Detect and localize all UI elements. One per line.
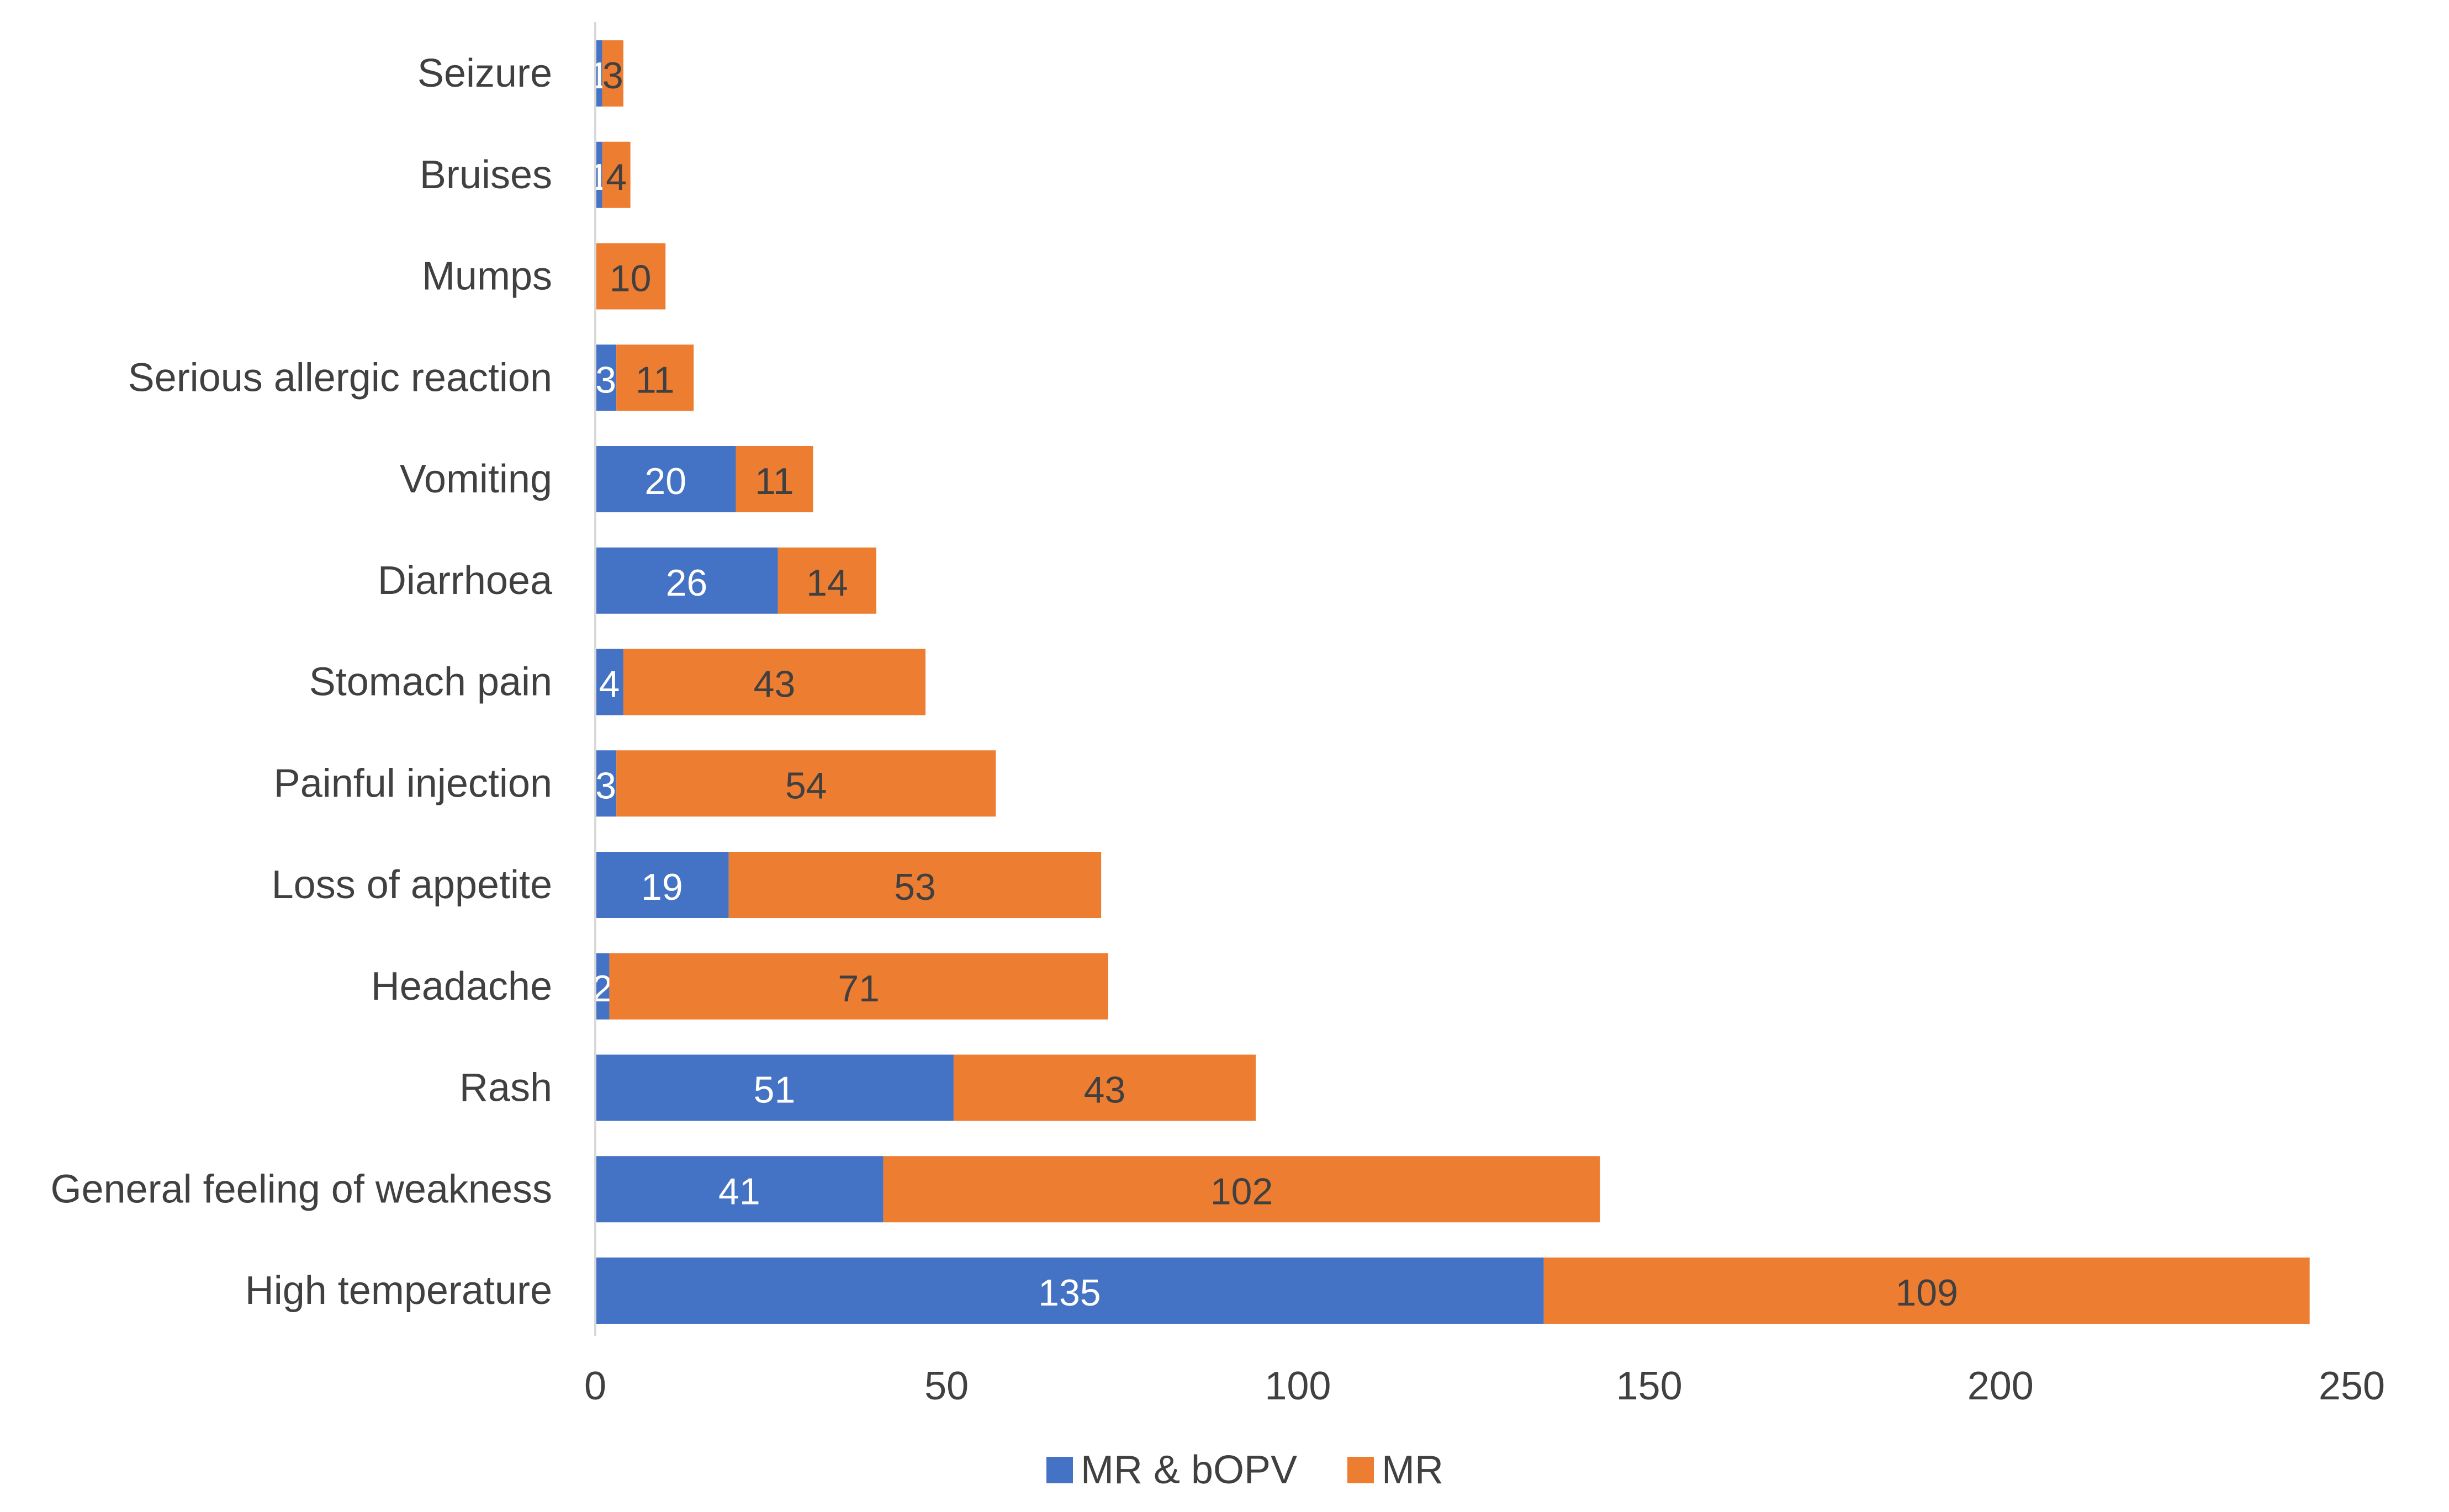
category-label-diarrhoea: Diarrhoea <box>378 559 553 603</box>
data-label-painful-injection-mr-bopv: 3 <box>595 765 616 807</box>
data-label-loss-of-appetite-mr: 53 <box>894 866 936 908</box>
data-label-vomiting-mr-bopv: 20 <box>644 460 686 502</box>
bar-loss-of-appetite-mr <box>728 852 1102 918</box>
category-labels: Seizure Bruises Mumps Serious allergic reac… <box>50 51 552 1313</box>
data-label-serious-allergic-reaction-mr: 11 <box>636 359 675 401</box>
legend: MR & bOPV MR <box>1046 1448 1443 1492</box>
x-tick-label-0: 0 <box>584 1364 606 1408</box>
legend-swatch-mr-bopv <box>1046 1457 1073 1483</box>
bar-high-temperature-mr-bopv <box>595 1258 1544 1324</box>
bar-general-feeling-of-weakness-mr-bopv <box>595 1156 884 1223</box>
bar-seizure-mr <box>602 40 623 107</box>
bar-stomach-pain-mr-bopv <box>595 649 623 715</box>
legend-swatch-mr <box>1347 1457 1374 1483</box>
data-label-painful-injection-mr: 54 <box>785 765 827 807</box>
x-tick-labels: 0 50 100 150 200 250 <box>584 1364 2385 1408</box>
bar-rash-mr-bopv <box>595 1054 954 1121</box>
data-label-headache-mr: 71 <box>838 968 880 1010</box>
bar-diarrhoea-mr <box>777 547 876 614</box>
data-label-seizure-mr: 3 <box>602 55 623 97</box>
data-label-high-temperature-mr-bopv: 135 <box>1038 1272 1101 1314</box>
data-label-general-feeling-of-weakness-mr-bopv: 41 <box>718 1170 760 1212</box>
x-tick-label-150: 150 <box>1616 1364 1683 1408</box>
data-label-rash-mr-bopv: 51 <box>754 1069 796 1111</box>
data-label-loss-of-appetite-mr-bopv: 19 <box>641 866 683 908</box>
bar-diarrhoea-mr-bopv <box>595 547 778 614</box>
bar-bruises-mr <box>602 141 631 208</box>
x-tick-label-100: 100 <box>1265 1364 1331 1408</box>
bar-general-feeling-of-weakness-mr <box>883 1156 1600 1223</box>
bar-serious-allergic-reaction-mr <box>616 344 694 411</box>
category-label-painful-injection: Painful injection <box>274 761 552 805</box>
category-label-bruises: Bruises <box>420 153 552 197</box>
category-label-general-feeling-of-weakness: General feeling of weakness <box>50 1167 552 1211</box>
bar-painful-injection-mr-bopv <box>595 750 617 817</box>
bar-headache-mr-bopv <box>595 953 610 1020</box>
bar-mumps-mr <box>595 243 666 310</box>
data-label-stomach-pain-mr: 43 <box>754 664 796 705</box>
category-label-loss-of-appetite: Loss of appetite <box>272 863 552 907</box>
bar-seizure-mr-bopv <box>595 40 602 107</box>
x-tick-label-250: 250 <box>2319 1364 2385 1408</box>
category-label-serious-allergic-reaction: Serious allergic reaction <box>128 356 552 400</box>
bar-painful-injection-mr <box>616 750 996 817</box>
bar-vomiting-mr-bopv <box>595 446 736 512</box>
bar-rash-mr <box>953 1054 1256 1121</box>
category-label-vomiting: Vomiting <box>400 457 552 501</box>
bar-bruises-mr-bopv <box>595 141 602 208</box>
category-label-seizure: Seizure <box>417 51 552 96</box>
bars-layer: 1314010311201126144433541953271514341102… <box>585 40 2310 1324</box>
category-label-high-temperature: High temperature <box>245 1269 552 1313</box>
data-label-high-temperature-mr: 109 <box>1895 1272 1958 1314</box>
x-tick-label-200: 200 <box>1967 1364 2034 1408</box>
bar-stomach-pain-mr <box>623 649 926 715</box>
category-label-headache: Headache <box>371 964 552 1009</box>
bar-headache-mr <box>609 953 1108 1020</box>
data-label-mumps-mr: 10 <box>610 258 652 300</box>
data-label-rash-mr: 43 <box>1084 1069 1126 1111</box>
data-label-diarrhoea-mr-bopv: 26 <box>666 562 708 604</box>
bar-high-temperature-mr <box>1543 1258 2310 1324</box>
data-label-serious-allergic-reaction-mr-bopv: 3 <box>595 359 616 401</box>
bar-loss-of-appetite-mr-bopv <box>595 852 729 918</box>
legend-label-mr: MR <box>1382 1448 1443 1492</box>
data-label-vomiting-mr: 11 <box>755 460 794 502</box>
x-tick-label-50: 50 <box>924 1364 969 1408</box>
category-label-stomach-pain: Stomach pain <box>309 660 552 704</box>
legend-label-mr-bopv: MR & bOPV <box>1081 1448 1297 1492</box>
category-label-mumps: Mumps <box>422 254 552 299</box>
category-label-rash: Rash <box>459 1066 552 1110</box>
bar-vomiting-mr <box>736 446 813 512</box>
data-label-diarrhoea-mr: 14 <box>806 562 848 604</box>
data-label-stomach-pain-mr-bopv: 4 <box>599 664 620 705</box>
data-label-bruises-mr: 4 <box>606 156 627 198</box>
data-label-general-feeling-of-weakness-mr: 102 <box>1210 1170 1273 1212</box>
bar-serious-allergic-reaction-mr-bopv <box>595 344 617 411</box>
